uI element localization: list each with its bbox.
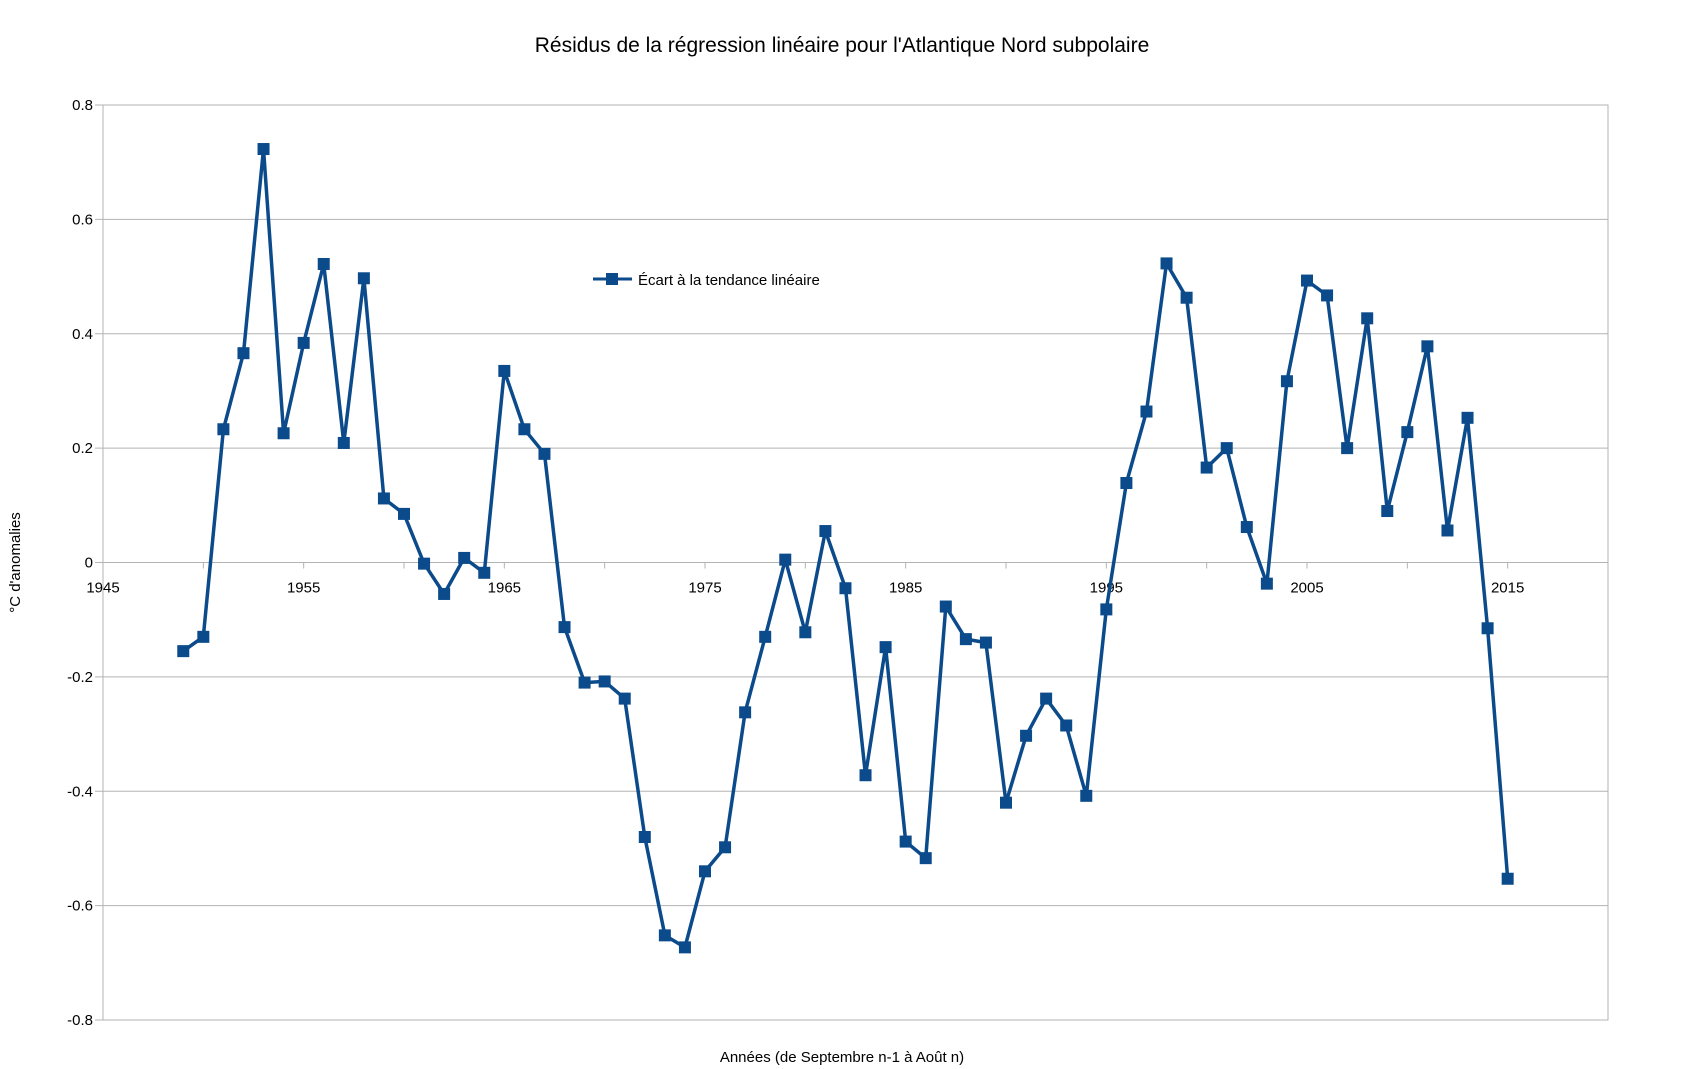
x-tick-label: 1995 (1090, 580, 1123, 597)
y-tick-label: 0 (85, 555, 93, 572)
data-point (678, 941, 691, 954)
data-point (959, 633, 972, 646)
data-point (1280, 375, 1293, 388)
data-point (739, 706, 752, 719)
data-point (1441, 524, 1454, 537)
x-axis-label: Années (de Septembre n-1 à Août n) (720, 1049, 964, 1066)
data-point (759, 630, 772, 643)
data-point (297, 336, 310, 349)
x-tick-label: 1975 (688, 580, 721, 597)
x-tick-label: 1985 (889, 580, 922, 597)
x-tick-label: 1955 (287, 580, 320, 597)
y-tick-label: -0.6 (67, 898, 93, 915)
y-tick-label: 0.2 (72, 440, 93, 457)
data-point (719, 841, 732, 854)
data-point (197, 630, 210, 643)
data-point (658, 929, 671, 942)
data-point (598, 675, 611, 688)
y-tick-label: 0.4 (72, 326, 93, 343)
data-point (277, 427, 290, 440)
data-point (1301, 274, 1313, 287)
y-tick-label: -0.2 (67, 669, 93, 686)
data-point (1361, 312, 1374, 325)
x-axis: 1945 1955 1965 1975 1985 1995 2005 2015 (86, 562, 1609, 597)
data-point (638, 831, 651, 843)
data-point (1080, 789, 1093, 802)
data-point (1200, 461, 1213, 474)
data-point (819, 525, 832, 538)
data-point (458, 551, 471, 564)
y-tick-label: -0.4 (67, 783, 93, 800)
x-tick-label: 1945 (86, 580, 119, 597)
data-point (1501, 872, 1514, 885)
data-point (859, 769, 872, 782)
data-point (618, 692, 631, 705)
data-point (799, 626, 812, 639)
x-tick-label: 2015 (1491, 580, 1524, 597)
data-point (1100, 603, 1113, 616)
data-point (1040, 692, 1053, 705)
y-tick-label: 0.8 (72, 97, 93, 114)
data-point (839, 582, 852, 595)
data-point (317, 257, 330, 270)
data-point (1220, 442, 1233, 455)
data-point (558, 621, 571, 634)
data-point (919, 852, 932, 865)
data-point (177, 645, 190, 658)
legend-label: Écart à la tendance linéaire (638, 272, 820, 289)
data-point (1481, 622, 1494, 635)
series-layer (177, 143, 1514, 954)
legend-marker (606, 273, 618, 285)
data-point (1000, 796, 1012, 809)
data-point (337, 436, 350, 449)
legend: Écart à la tendance linéaire (593, 272, 820, 289)
data-point (1260, 577, 1273, 590)
data-point (217, 423, 230, 436)
data-point (1401, 426, 1414, 439)
data-point (1020, 729, 1033, 742)
data-point (578, 676, 591, 689)
data-point (1381, 505, 1394, 518)
data-point (518, 423, 531, 436)
data-point (377, 492, 390, 505)
data-point (879, 641, 892, 654)
data-point (1180, 291, 1193, 304)
x-tick-label: 1965 (488, 580, 521, 597)
series-line (182, 147, 1510, 950)
data-point (257, 143, 270, 156)
data-point (418, 557, 431, 570)
data-point (478, 566, 491, 579)
data-point (1060, 719, 1073, 732)
y-tick-label: 0.6 (72, 211, 93, 228)
y-axis-label: °C d'anomalies (7, 512, 24, 613)
data-point (1160, 257, 1173, 270)
data-point (1240, 521, 1253, 534)
data-point (1341, 442, 1354, 455)
data-point (1461, 411, 1474, 424)
chart-title: Résidus de la régression linéaire pour l… (535, 34, 1150, 57)
y-axis: -0.8 -0.6 -0.4 -0.2 0 0.2 0.4 0.6 0.8 (67, 97, 103, 1029)
data-point (1321, 289, 1334, 302)
data-point (498, 364, 511, 377)
data-point (357, 272, 370, 285)
x-tick-label: 2005 (1290, 580, 1323, 597)
data-point (939, 600, 952, 613)
data-point (979, 636, 992, 649)
data-point (1421, 340, 1434, 353)
data-point (538, 447, 551, 460)
data-point (699, 865, 711, 878)
data-point (1140, 405, 1153, 418)
data-point (398, 507, 410, 520)
y-tick-label: -0.8 (67, 1012, 93, 1029)
data-point (1120, 477, 1133, 490)
data-point (899, 835, 912, 848)
data-point (438, 587, 451, 600)
data-point (779, 553, 792, 566)
data-point (237, 347, 250, 360)
